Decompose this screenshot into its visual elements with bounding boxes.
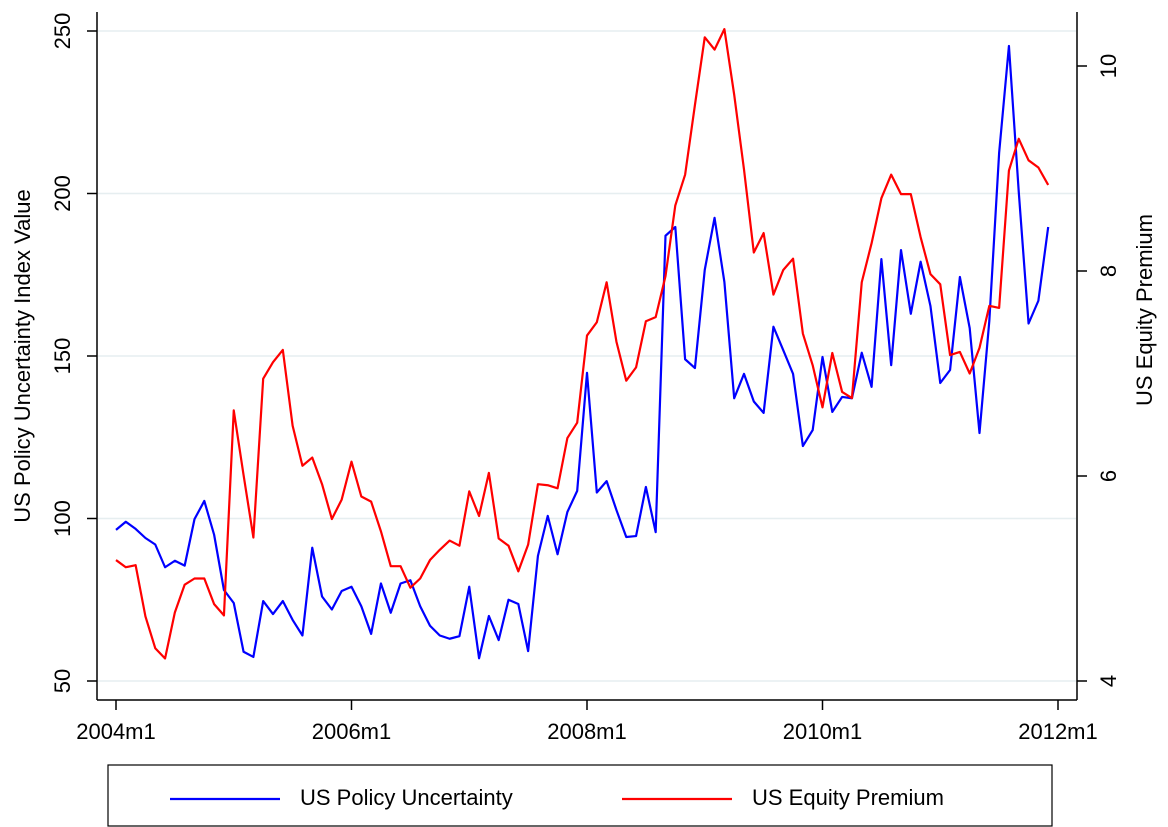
x-tick-label: 2008m1 bbox=[547, 719, 627, 744]
y2-tick-label: 10 bbox=[1096, 54, 1121, 78]
x-tick-label: 2004m1 bbox=[76, 719, 156, 744]
y-tick-label: 200 bbox=[50, 175, 75, 212]
x-tick-label: 2012m1 bbox=[1018, 719, 1098, 744]
y-tick-label: 250 bbox=[50, 13, 75, 50]
y2-tick-label: 6 bbox=[1096, 470, 1121, 482]
series-line bbox=[115, 28, 1050, 660]
legend-label: US Equity Premium bbox=[752, 785, 944, 810]
series-line bbox=[115, 44, 1050, 660]
legend-label: US Policy Uncertainty bbox=[300, 785, 513, 810]
y-tick-label: 100 bbox=[50, 500, 75, 537]
plot-area bbox=[98, 28, 1076, 682]
y2-tick-label: 8 bbox=[1096, 265, 1121, 277]
y-axis-title: US Policy Uncertainty Index Value bbox=[10, 189, 35, 522]
legend bbox=[107, 764, 1053, 827]
y-tick-label: 50 bbox=[50, 669, 75, 693]
x-tick-label: 2006m1 bbox=[312, 719, 392, 744]
y2-axis-title: US Equity Premium bbox=[1132, 214, 1157, 406]
x-tick-label: 2010m1 bbox=[783, 719, 863, 744]
y2-tick-label: 4 bbox=[1096, 675, 1121, 687]
y-tick-label: 150 bbox=[50, 338, 75, 375]
